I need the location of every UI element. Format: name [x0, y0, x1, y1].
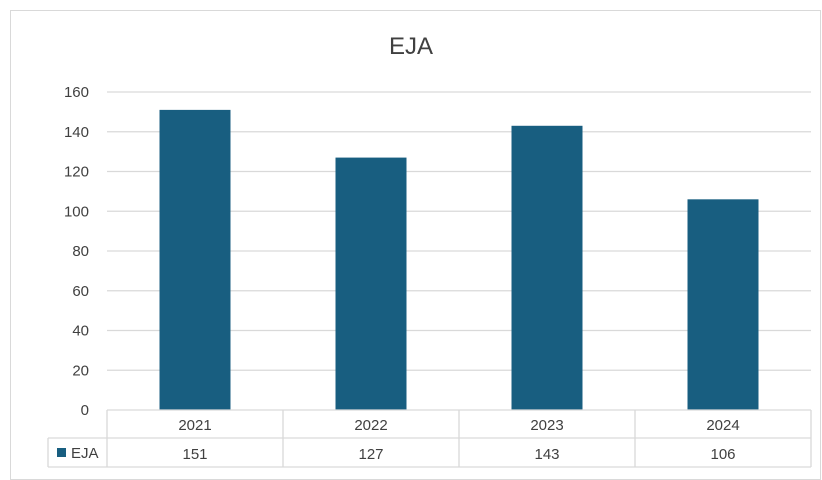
- chart-title: EJA: [388, 33, 433, 60]
- data-table: 2021 151 2022 127 2023 143 2024 106 EJA: [47, 409, 812, 468]
- y-tick-label: 60: [72, 283, 89, 300]
- y-tick-label: 40: [72, 323, 89, 340]
- data-table-value: 127: [358, 446, 383, 463]
- y-tick-label: 0: [81, 402, 89, 419]
- x-category-label: 2023: [530, 417, 563, 434]
- y-tick-label: 80: [72, 243, 89, 260]
- data-table-value: 151: [182, 446, 207, 463]
- bars: [159, 109, 759, 410]
- legend-series-name: EJA: [71, 445, 99, 462]
- y-tick-label: 100: [64, 203, 89, 220]
- data-table-value: 143: [534, 446, 559, 463]
- bar-2021: [159, 109, 231, 410]
- bar-2024: [687, 199, 759, 410]
- x-category-label: 2022: [354, 417, 387, 434]
- y-tick-label: 120: [64, 164, 89, 181]
- legend-key: [57, 448, 66, 457]
- chart-frame: [10, 10, 821, 480]
- bar-2023: [511, 125, 583, 410]
- y-axis-ticks: 0 20 40 60 80 100 120 140 160: [64, 84, 89, 419]
- data-table-value: 106: [710, 446, 735, 463]
- y-tick-label: 140: [64, 124, 89, 141]
- y-tick-label: 160: [64, 84, 89, 101]
- y-tick-label: 20: [72, 362, 89, 379]
- bar-2022: [335, 157, 407, 410]
- x-category-label: 2024: [706, 417, 739, 434]
- x-category-label: 2021: [178, 417, 211, 434]
